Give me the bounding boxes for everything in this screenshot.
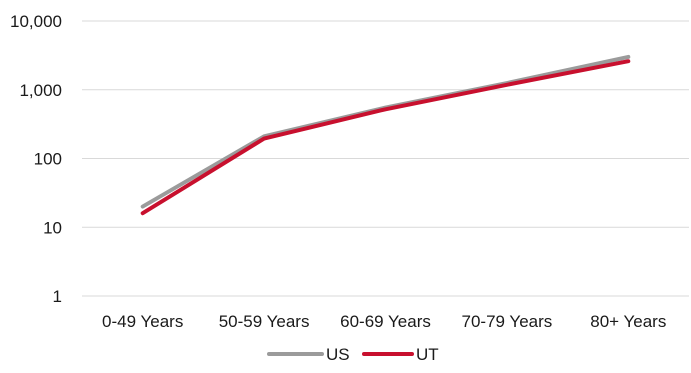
- x-tick-label: 50-59 Years: [219, 312, 310, 331]
- y-axis-ticks: 1 10 100 1,000 10,000: [10, 12, 62, 306]
- series-line-ut: [140, 59, 631, 216]
- y-tick-label: 100: [34, 150, 62, 169]
- data-point-ut: [504, 82, 509, 87]
- y-tick-label: 1: [53, 287, 62, 306]
- data-point-ut: [383, 107, 388, 112]
- gridlines: [82, 20, 689, 297]
- x-tick-label: 60-69 Years: [340, 312, 431, 331]
- data-point-ut: [262, 136, 267, 141]
- series-lines: [140, 54, 631, 216]
- data-point-ut: [140, 211, 145, 216]
- legend-label-ut: UT: [416, 345, 439, 364]
- y-tick-label: 1,000: [19, 81, 62, 100]
- data-point-us: [140, 204, 145, 209]
- x-tick-label: 80+ Years: [590, 312, 666, 331]
- data-point-ut: [626, 59, 631, 64]
- legend-label-us: US: [326, 345, 350, 364]
- series-line-us: [140, 54, 631, 209]
- legend: US UT: [267, 345, 439, 364]
- data-point-us: [626, 54, 631, 59]
- y-tick-label: 10: [43, 218, 62, 237]
- y-tick-label: 10,000: [10, 12, 62, 31]
- x-tick-label: 0-49 Years: [102, 312, 183, 331]
- x-axis-ticks: 0-49 Years 50-59 Years 60-69 Years 70-79 Ye…: [102, 312, 666, 331]
- x-tick-label: 70-79 Years: [462, 312, 553, 331]
